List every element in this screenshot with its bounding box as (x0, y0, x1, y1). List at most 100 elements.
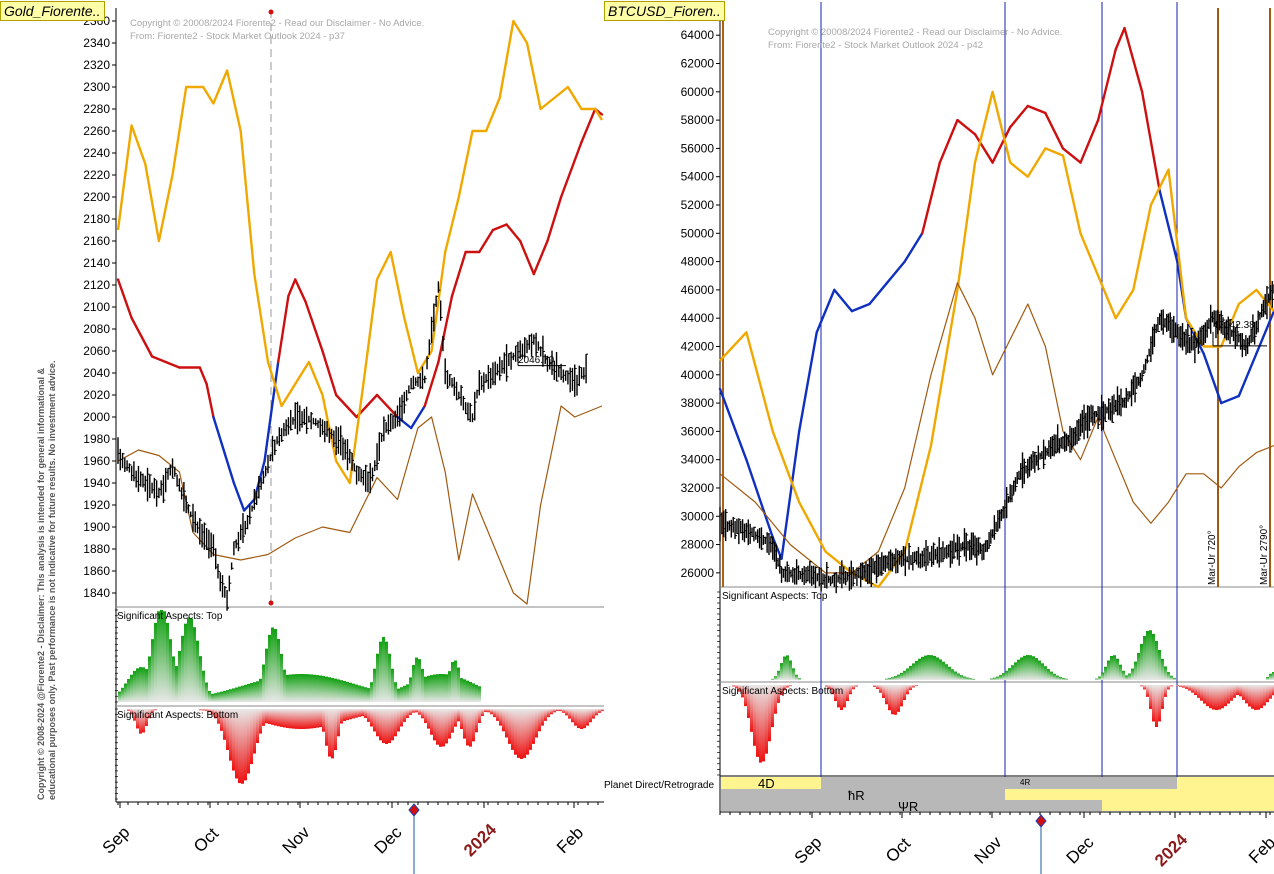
cycle-line-segment (833, 288, 854, 313)
aspect-bar (127, 679, 130, 702)
disclaimer-text: Copyright © 2008-2024 @Fiorente2 - Discl… (36, 360, 57, 800)
y-tick-label: 2160 (83, 234, 110, 248)
aspect-bar (574, 709, 577, 726)
aspect-bar (505, 709, 508, 738)
aspect-bar (894, 685, 897, 715)
aspect-bar (334, 709, 337, 751)
aspect-bar (388, 709, 391, 744)
annotation-mar-ur-720: Mar-Ur 720° (1207, 530, 1218, 585)
x-tick-label: Oct (190, 824, 222, 856)
aspect-bar (906, 668, 909, 680)
aspect-bar (544, 709, 547, 721)
aspect-bar (274, 629, 277, 702)
cycle-line-segment (1220, 394, 1241, 405)
left-y-axis: 1840 1860 1880 1900 1920 1940 1960 1980 2000 2020… (83, 14, 116, 600)
cycle-line-segment (885, 260, 906, 285)
aspect-bar (969, 678, 972, 680)
aspect-bar (385, 709, 388, 744)
aspect-bar (921, 656, 924, 680)
aspect-bar (421, 709, 424, 719)
aspect-bar (418, 709, 421, 715)
right-panel: 26000 28000 30000 32000 34000 36000 38000 40000… (681, 2, 1274, 874)
aspect-bar (469, 709, 472, 747)
aspect-bar (382, 637, 385, 702)
aspect-bar (777, 670, 780, 680)
cycle-line-segment (1237, 352, 1258, 398)
aspect-bar (235, 687, 238, 702)
planet-row-jupiter-retro: 4R (1020, 778, 1031, 787)
aspect-bar (337, 679, 340, 702)
cycle-line-segment (1140, 90, 1161, 193)
aspect-bar (454, 709, 457, 727)
aspect-bar (1248, 685, 1251, 707)
aspect-bar (1011, 665, 1014, 680)
aspect-bar (1143, 635, 1146, 680)
aspect-bar (885, 678, 888, 680)
aspect-bar (136, 668, 139, 702)
aspect-bar (130, 674, 133, 702)
aspect-bar (292, 709, 295, 729)
aspect-bar (759, 685, 762, 763)
aspect-bar (325, 676, 328, 702)
cycle-line-segment (1044, 111, 1065, 150)
aspect-bar (514, 709, 517, 755)
aspect-bar (361, 686, 364, 702)
aspect-bar (472, 683, 475, 702)
aspect-bar (367, 688, 370, 702)
aspect-bar (391, 709, 394, 741)
aspect-bar (409, 677, 412, 702)
aspect-bar (541, 709, 544, 726)
aspect-bar (1200, 685, 1203, 701)
aspect-bar (151, 639, 154, 702)
aspect-bar (433, 674, 436, 702)
aspect-bar (235, 709, 238, 779)
aspect-bar (1251, 685, 1254, 709)
aspect-bar (909, 665, 912, 680)
aspect-bar (268, 634, 271, 702)
aspect-bar (1152, 685, 1155, 722)
aspect-bar (457, 667, 460, 702)
cycle-line-segment (212, 415, 225, 452)
right-copyright-line1: Copyright © 20008/2024 Fiorente2 - Read … (768, 27, 1063, 38)
y-tick-label: 1980 (83, 432, 110, 446)
right-top-pane-label: Significant Aspects: Top (722, 591, 828, 602)
aspect-bar (295, 709, 298, 729)
aspect-bar (1170, 685, 1173, 687)
x-tick-label: 2024 (1151, 830, 1192, 871)
aspect-bar (442, 709, 445, 747)
y-tick-label: 2280 (83, 102, 110, 116)
aspect-bar (334, 678, 337, 702)
aspect-bar (852, 685, 855, 690)
aspect-bar (322, 676, 325, 702)
y-tick-label: 2060 (83, 344, 110, 358)
aspect-bar (1053, 673, 1056, 680)
aspect-bar (424, 709, 427, 723)
aspect-bar (1059, 676, 1062, 680)
aspect-bar (376, 709, 379, 737)
aspect-bar (774, 676, 777, 680)
annotation-mar-ur-2790: Mar-Ur 2790° (1259, 524, 1270, 585)
aspect-bar (466, 680, 469, 702)
aspect-bar (412, 665, 415, 702)
aspect-bar (1179, 685, 1182, 687)
aspect-bar (1149, 685, 1152, 709)
aspect-bar (1209, 685, 1212, 709)
aspect-bar (286, 709, 289, 728)
aspect-bar (337, 709, 340, 737)
aspect-bar (786, 655, 789, 680)
aspect-bar (388, 653, 391, 702)
aspect-bar (1044, 666, 1047, 680)
aspect-bar (304, 674, 307, 702)
cycle-line-segment (1255, 309, 1274, 355)
aspect-bar (1134, 661, 1137, 680)
cycle-line-segment (1079, 118, 1100, 164)
aspect-bar (277, 638, 280, 702)
aspect-bar (178, 650, 181, 702)
right-series (718, 26, 1274, 589)
aspect-bar (502, 709, 505, 732)
aspect-bar (232, 688, 235, 702)
aspect-bar (1143, 685, 1146, 690)
aspect-bar (559, 709, 562, 712)
cycle-line-segment (745, 458, 774, 539)
right-bottom-aspects-area (717, 684, 1274, 776)
